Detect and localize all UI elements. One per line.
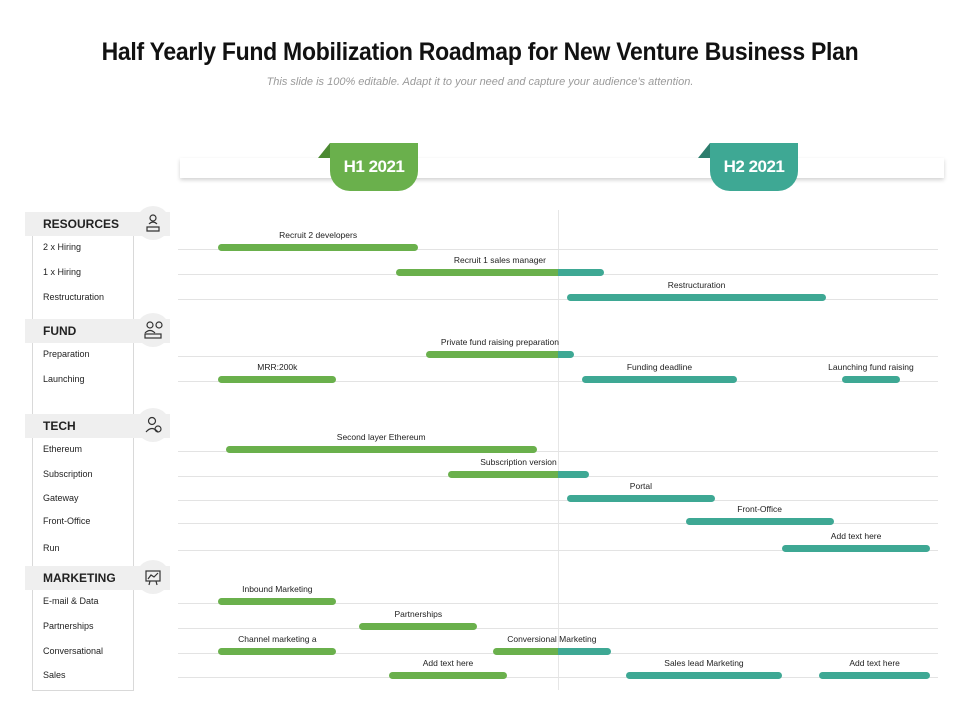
- task-label: Add text here: [422, 658, 474, 668]
- task-label: Second layer Ethereum: [336, 432, 426, 442]
- task-bar: [388, 672, 508, 679]
- task-bar: [581, 376, 738, 383]
- task-label: Add text here: [849, 658, 900, 668]
- task-label: Conversional Marketing: [507, 634, 597, 644]
- row-label: Front-Office: [43, 516, 91, 526]
- task-label: Launching fund raising: [828, 362, 914, 372]
- page-title: Half Yearly Fund Mobilization Roadmap fo…: [101, 38, 859, 66]
- row-divider: [178, 603, 938, 604]
- task-label: Restructuration: [667, 280, 726, 290]
- row-divider: [178, 677, 938, 678]
- investor-icon: [136, 313, 170, 347]
- row-label: Partnerships: [43, 621, 94, 631]
- presenter-icon: [136, 206, 170, 240]
- task-bar: [218, 244, 418, 251]
- period-tab-h1: H1 2021: [318, 143, 418, 191]
- task-label: Subscription version: [480, 457, 557, 467]
- row-label: Restructuration: [43, 292, 105, 302]
- row-label: 1 x Hiring: [43, 267, 82, 277]
- row-label-panel: [32, 212, 134, 691]
- half-year-divider: [558, 210, 559, 690]
- task-label: Add text here: [830, 531, 882, 541]
- task-label: MRR:200k: [257, 362, 298, 372]
- task-bar: [819, 672, 930, 679]
- task-label: Channel marketing a: [238, 634, 317, 644]
- task-label: Front-Office: [737, 504, 782, 514]
- task-bar: [426, 351, 574, 358]
- row-divider: [178, 628, 938, 629]
- period-label: H2 2021: [723, 157, 785, 176]
- period-tab-h2: H2 2021: [698, 143, 798, 191]
- row-label: 2 x Hiring: [43, 242, 82, 252]
- row-label: Conversational: [43, 646, 104, 656]
- task-bar: [567, 294, 827, 301]
- row-label: E-mail & Data: [43, 596, 99, 606]
- tech-user-icon: [136, 408, 170, 442]
- task-label: Sales lead Marketing: [664, 658, 744, 668]
- task-bar: [359, 623, 478, 630]
- task-label: Funding deadline: [626, 362, 693, 372]
- row-label: Gateway: [43, 493, 79, 503]
- tab-fold: [318, 143, 330, 158]
- timeline-header-bar: [180, 158, 944, 178]
- task-bar: [782, 545, 930, 552]
- task-bar: [225, 446, 537, 453]
- row-divider: [178, 299, 938, 300]
- row-label: Preparation: [43, 349, 90, 359]
- row-divider: [178, 550, 938, 551]
- task-bar: [492, 648, 611, 655]
- task-bar: [567, 495, 715, 502]
- page-subtitle: This slide is 100% editable. Adapt it to…: [266, 76, 694, 88]
- task-bar: [218, 648, 337, 655]
- task-bar: [396, 269, 604, 276]
- row-label: Ethereum: [43, 444, 83, 454]
- period-label: H1 2021: [343, 157, 405, 176]
- task-label: Private fund raising preparation: [440, 337, 559, 347]
- task-bar: [218, 598, 337, 605]
- task-bar: [841, 376, 901, 383]
- task-bar: [626, 672, 782, 679]
- tab-fold: [698, 143, 710, 158]
- row-label: Run: [43, 543, 60, 553]
- row-label: Sales: [43, 670, 66, 680]
- task-bar: [448, 471, 589, 478]
- task-label: Recruit 2 developers: [279, 230, 358, 240]
- row-label: Subscription: [43, 469, 93, 479]
- task-label: Inbound Marketing: [242, 584, 313, 594]
- marketing-board-icon: [136, 560, 170, 594]
- row-divider: [178, 500, 938, 501]
- task-label: Portal: [629, 481, 653, 491]
- row-divider: [178, 249, 938, 250]
- task-label: Partnerships: [394, 609, 443, 619]
- row-divider: [178, 451, 938, 452]
- row-label: Launching: [43, 374, 85, 384]
- row-divider: [178, 523, 938, 524]
- task-bar: [218, 376, 337, 383]
- task-label: Recruit 1 sales manager: [453, 255, 546, 265]
- task-bar: [685, 518, 834, 525]
- row-divider: [178, 381, 938, 382]
